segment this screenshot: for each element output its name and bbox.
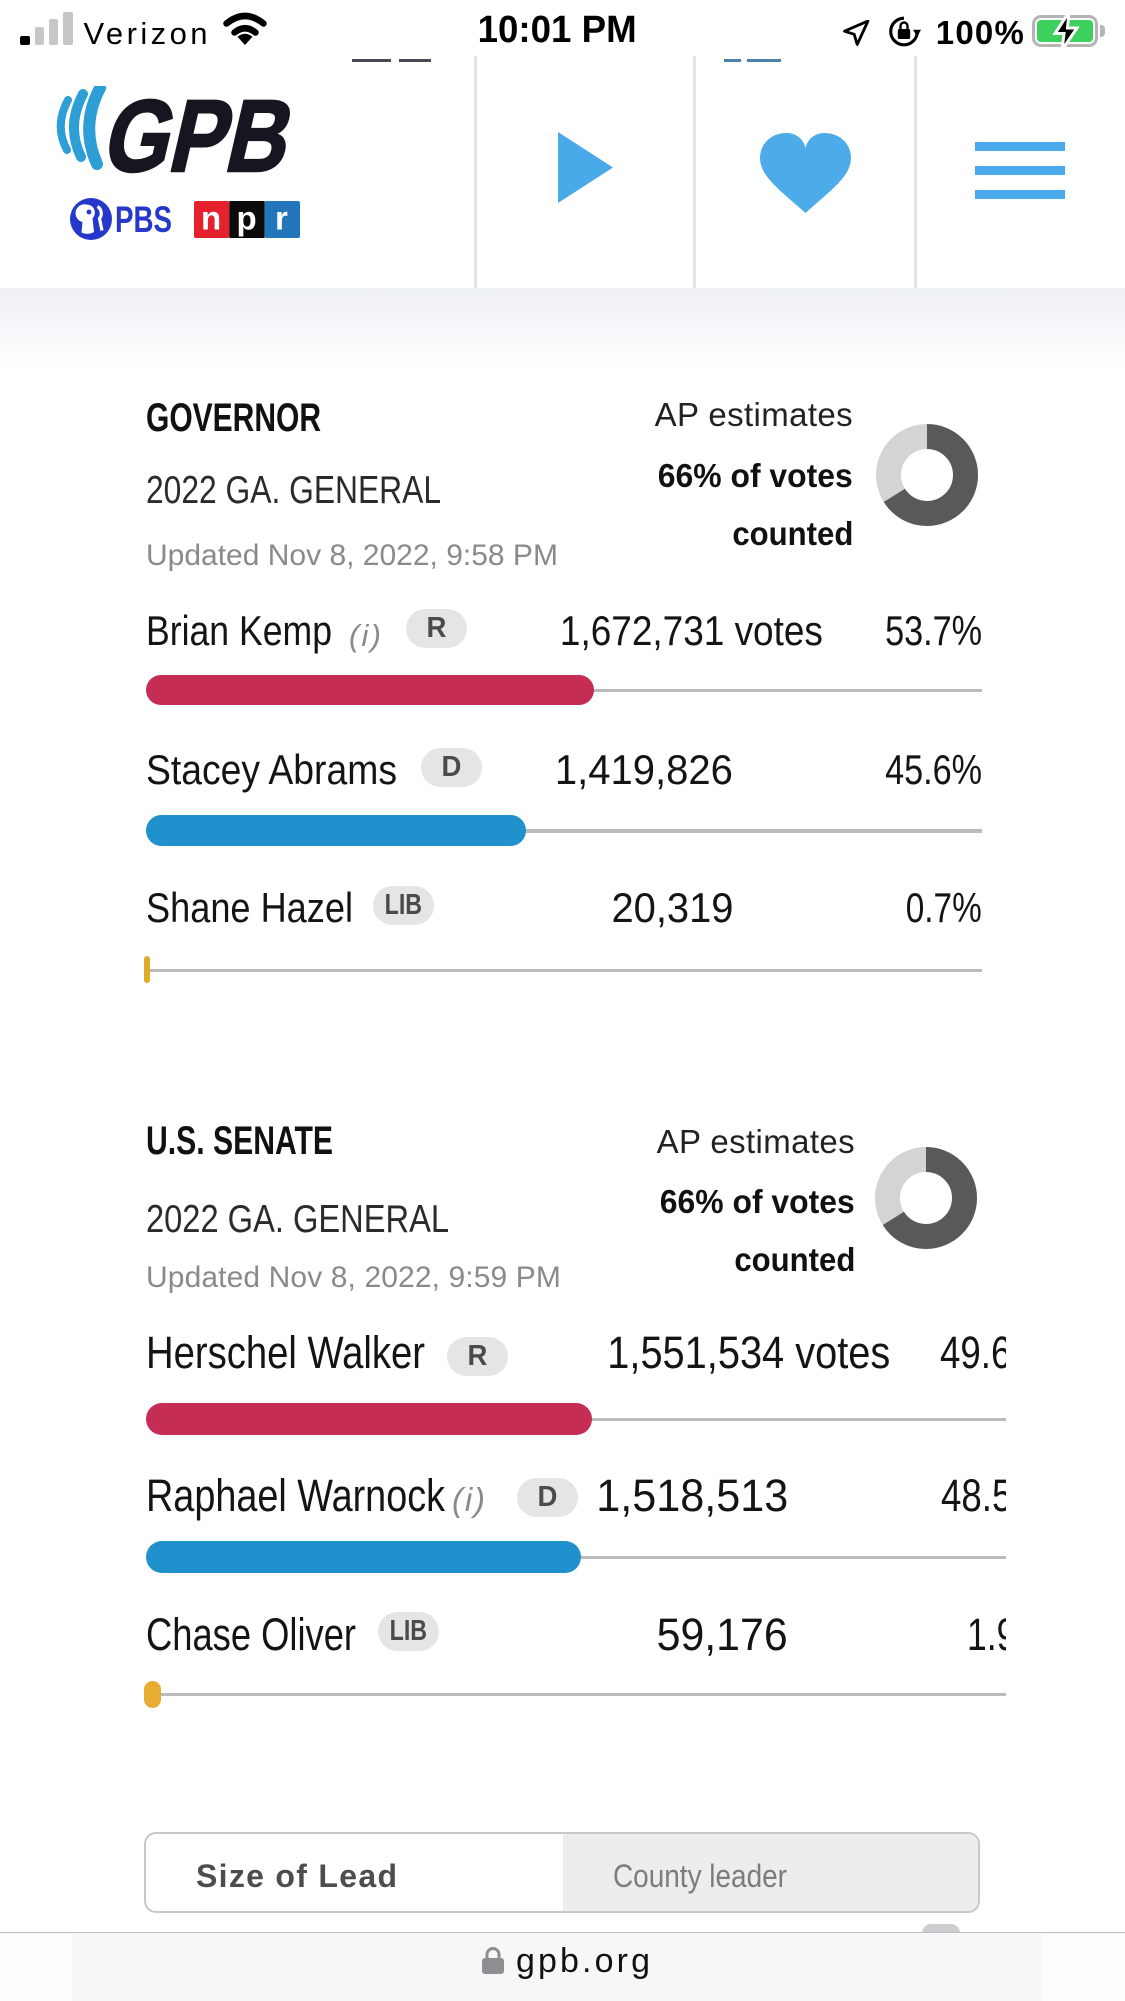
svg-text:r: r <box>275 201 288 237</box>
svg-text:GPB: GPB <box>95 86 304 178</box>
svg-text:PBS: PBS <box>115 199 172 240</box>
svg-text:p: p <box>237 201 257 237</box>
svg-text:n: n <box>201 201 221 237</box>
